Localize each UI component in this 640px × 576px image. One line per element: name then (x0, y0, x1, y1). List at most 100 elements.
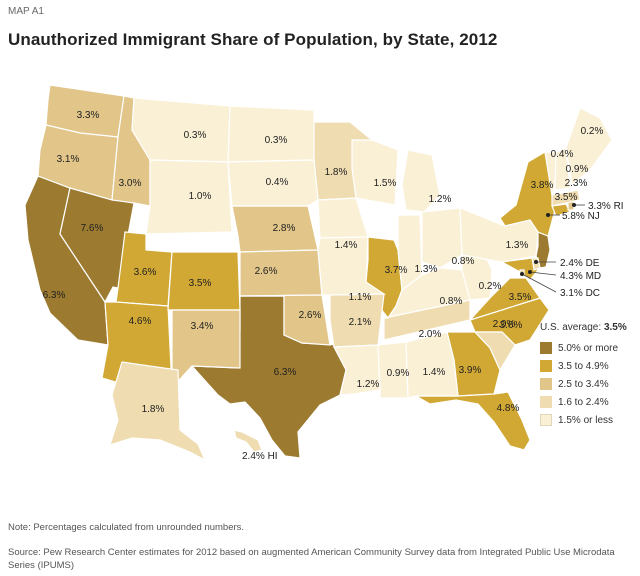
state-fl (413, 391, 531, 451)
callout-dc: 3.1% DC (560, 288, 600, 299)
label-sc: 2.0% (493, 319, 516, 330)
dot-de (534, 260, 538, 264)
state-mt (131, 97, 231, 163)
callout-ri: 3.3% RI (588, 201, 624, 212)
state-or (37, 124, 119, 201)
label-mt: 0.3% (184, 130, 207, 141)
label-nm: 3.4% (191, 321, 214, 332)
state-wi (351, 139, 399, 206)
legend-swatch (540, 396, 552, 408)
dot-md (528, 270, 532, 274)
callout-de: 2.4% DE (560, 258, 600, 269)
label-ak: 1.8% (142, 404, 165, 415)
leader-dc (521, 273, 557, 293)
label-la: 1.2% (357, 379, 380, 390)
state-oh (421, 207, 463, 269)
dot-dc (520, 272, 524, 276)
label-wv: 0.2% (479, 281, 502, 292)
dot-ri (572, 203, 576, 207)
state-hi (233, 429, 263, 453)
label-fl: 4.8% (497, 403, 520, 414)
label-ca: 6.3% (43, 290, 66, 301)
label-al: 1.4% (423, 367, 446, 378)
legend-item: 1.5% or less (540, 411, 627, 429)
label-wy: 1.0% (189, 191, 212, 202)
state-md (500, 257, 539, 281)
state-wy (145, 159, 233, 235)
state-pa (459, 207, 539, 263)
label-tx: 6.3% (274, 367, 297, 378)
label-me: 0.2% (581, 126, 604, 137)
legend-item: 5.0% or more (540, 339, 627, 357)
state-nd (227, 105, 315, 163)
source-note: Source: Pew Research Center estimates fo… (8, 547, 615, 571)
state-mo (317, 236, 386, 296)
label-pa: 1.3% (506, 240, 529, 251)
legend-swatch (540, 360, 552, 372)
label-wa: 3.3% (77, 110, 100, 121)
label-ks: 2.6% (255, 266, 278, 277)
label-il: 3.7% (385, 265, 408, 276)
label-ne: 2.8% (273, 223, 296, 234)
state-me (565, 107, 613, 187)
label-ky: 0.8% (440, 296, 463, 307)
label-wi: 1.5% (374, 178, 397, 189)
legend-swatch (540, 342, 552, 354)
leader-md (529, 271, 557, 276)
legend-swatch (540, 378, 552, 390)
label-ok: 2.6% (299, 310, 322, 321)
state-ct (551, 203, 571, 217)
state-va (468, 277, 541, 322)
state-ma (551, 189, 581, 207)
label-tn: 2.0% (419, 329, 442, 340)
legend-item: 2.5 to 3.4% (540, 375, 627, 393)
map-title: Unauthorized Immigrant Share of Populati… (8, 30, 498, 49)
label-nd: 0.3% (265, 135, 288, 146)
legend-item-label: 3.5 to 4.9% (558, 360, 609, 372)
label-nc: 3.6% (500, 320, 523, 331)
label-ar: 2.1% (349, 317, 372, 328)
label-sd: 0.4% (266, 177, 289, 188)
label-oh: 0.8% (452, 256, 475, 267)
label-mn: 1.8% (325, 167, 348, 178)
label-vt: 0.4% (551, 149, 574, 160)
dot-nj (546, 213, 550, 217)
label-mi: 1.2% (429, 194, 452, 205)
label-ia: 1.4% (335, 240, 358, 251)
label-mo: 1.1% (349, 292, 372, 303)
label-nv: 7.6% (81, 223, 104, 234)
state-ky (383, 267, 471, 319)
state-sc (473, 331, 516, 372)
state-al (405, 331, 459, 399)
legend-item-label: 1.6 to 2.4% (558, 396, 609, 408)
legend-heading-prefix: U.S. average: (540, 322, 602, 333)
callout-md: 4.3% MD (560, 271, 601, 282)
label-va: 3.5% (509, 292, 532, 303)
state-nh (554, 147, 571, 191)
label-ct: 3.5% (555, 192, 578, 203)
label-ma: 2.3% (565, 178, 588, 189)
legend-item-label: 5.0% or more (558, 342, 619, 354)
callout-nj: 5.8% NJ (562, 211, 600, 222)
label-ms: 0.9% (387, 368, 410, 379)
legend-heading: U.S. average: 3.5% (540, 322, 627, 333)
legend: U.S. average: 3.5% 5.0% or more 3.5 to 4… (540, 322, 627, 429)
state-ak (109, 361, 207, 462)
map-label: MAP A1 (8, 6, 44, 17)
state-nj (535, 231, 551, 269)
legend-item: 3.5 to 4.9% (540, 357, 627, 375)
label-ga: 3.9% (459, 365, 482, 376)
callout-hi: 2.4% HI (242, 451, 278, 462)
label-nh: 0.9% (566, 164, 589, 175)
legend-item: 1.6 to 2.4% (540, 393, 627, 411)
footnote: Note: Percentages calculated from unroun… (8, 522, 245, 533)
label-in: 1.3% (415, 264, 438, 275)
label-co: 3.5% (189, 278, 212, 289)
state-ia (317, 197, 369, 239)
state-ks (239, 249, 323, 297)
state-sd (227, 159, 319, 207)
state-ms (377, 341, 409, 399)
label-id: 3.0% (119, 178, 142, 189)
legend-heading-value: 3.5% (603, 322, 627, 333)
